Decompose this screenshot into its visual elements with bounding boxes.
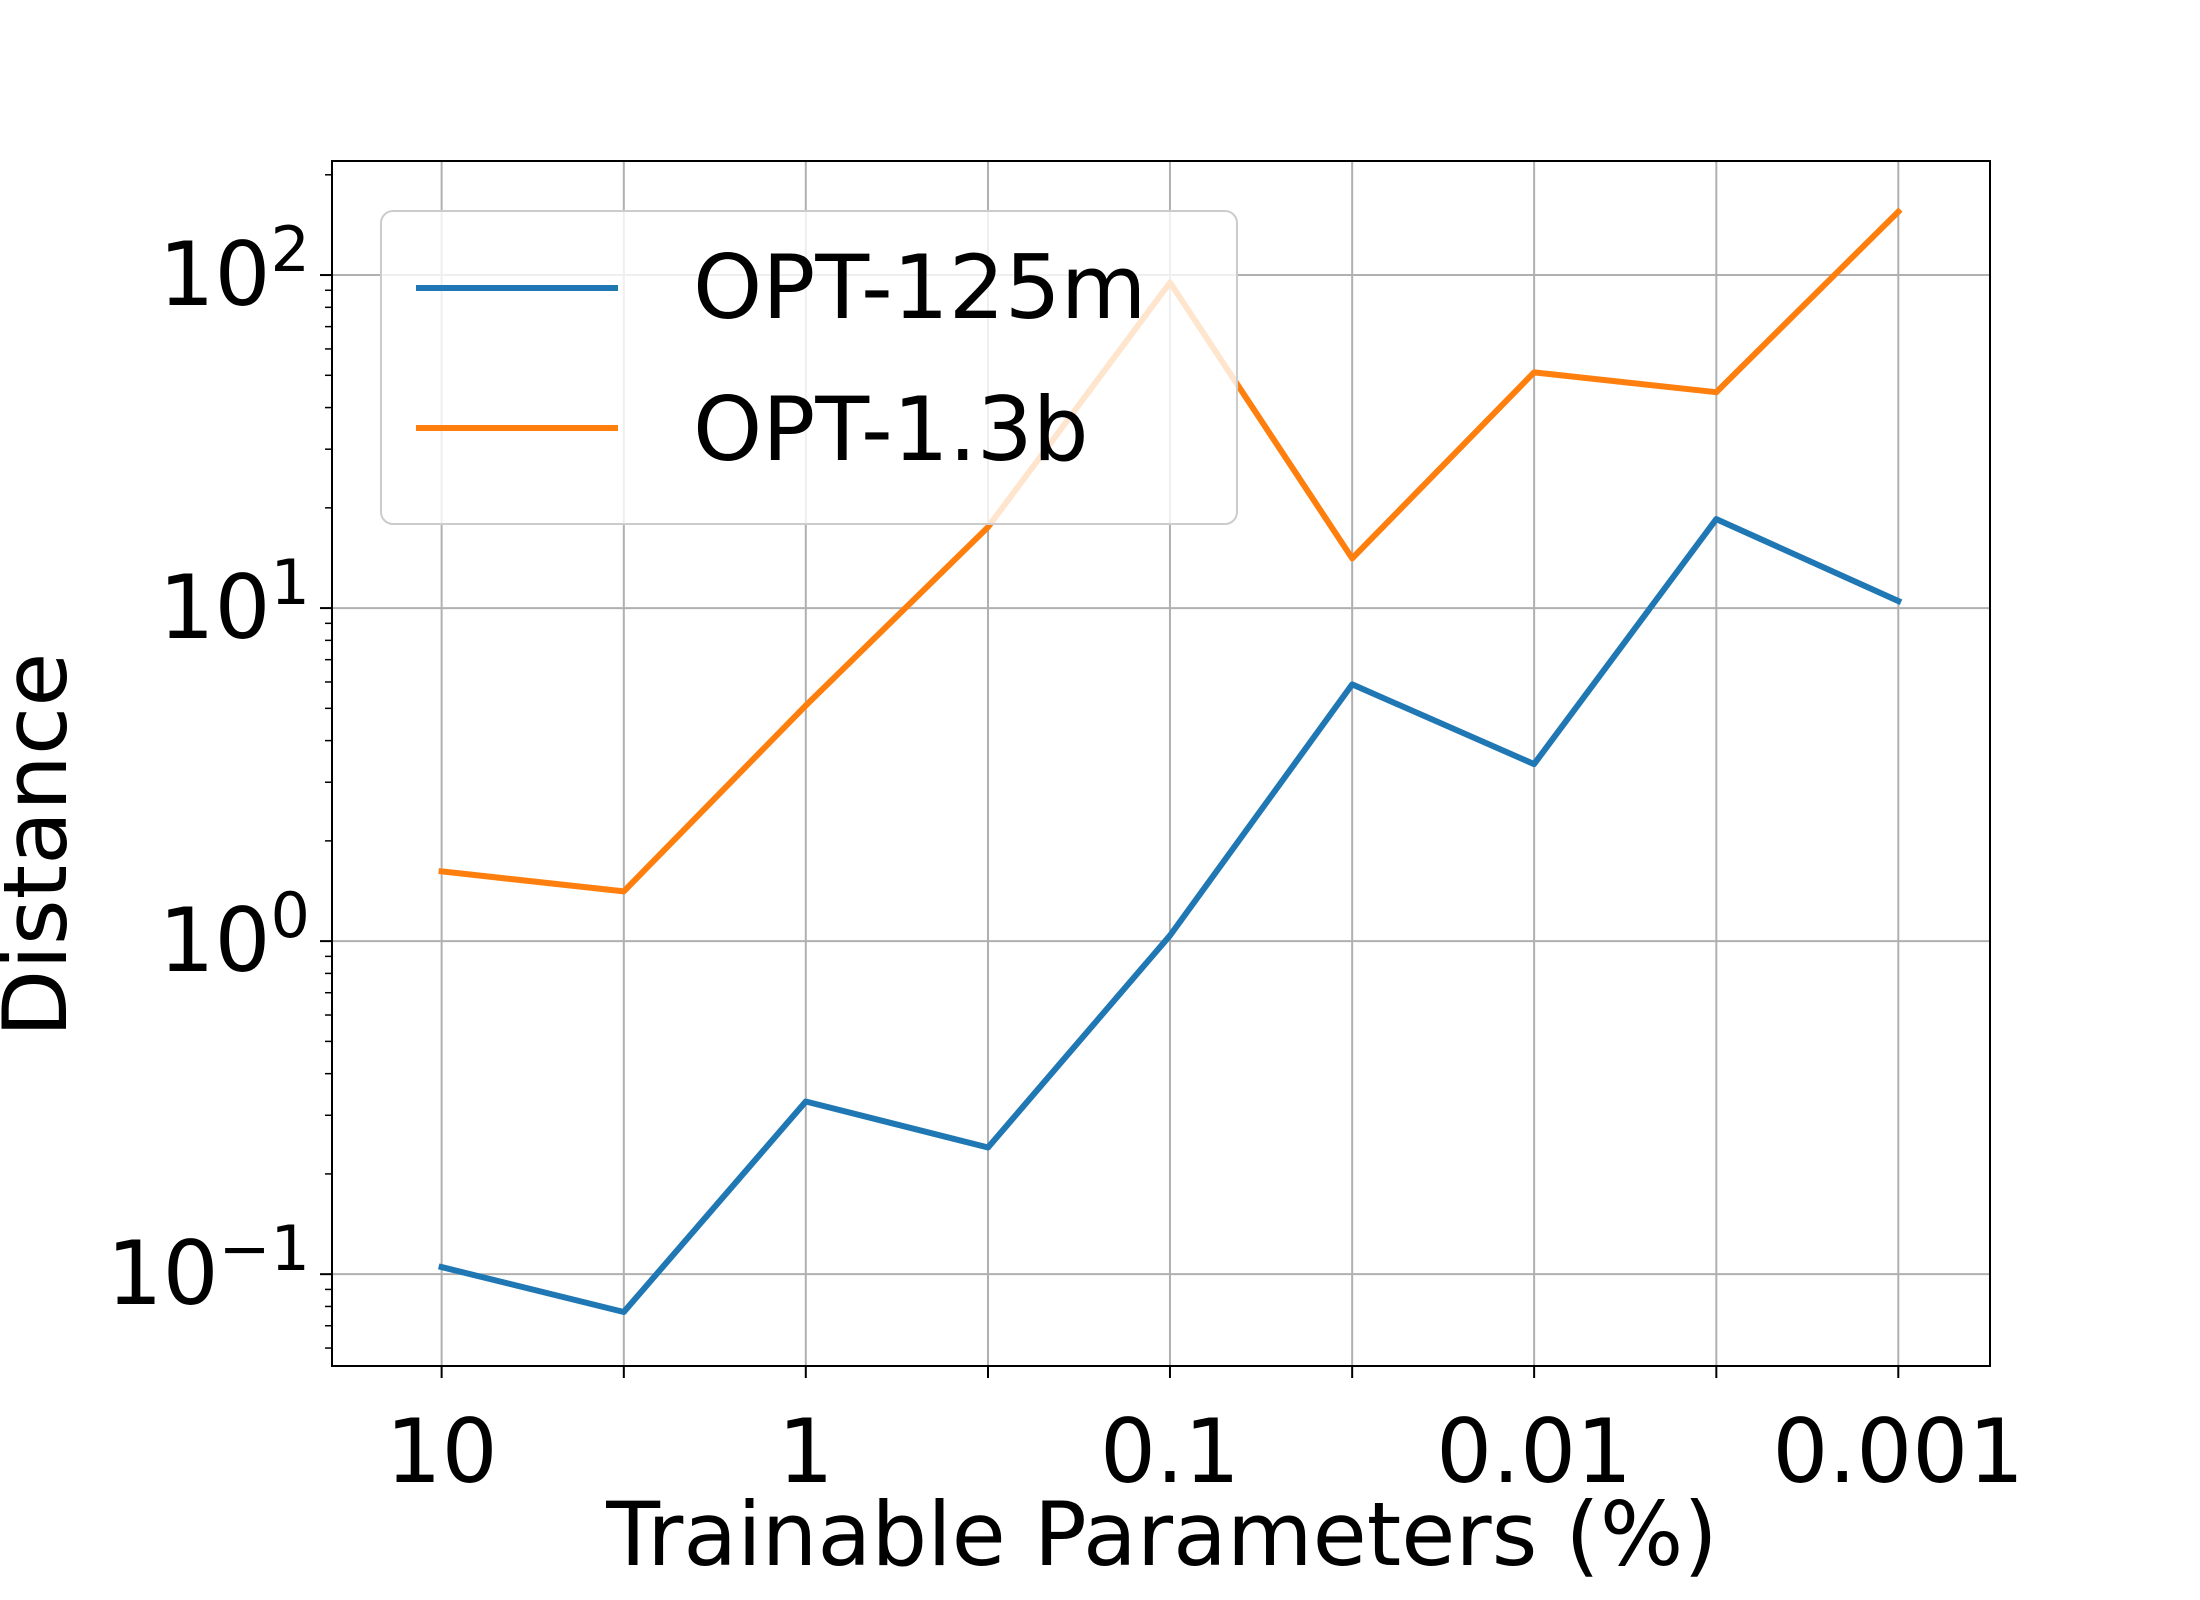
y-tick-exponent: −1 [219,1212,310,1285]
x-tick-label: 10 [386,1400,498,1503]
plot-frame [331,160,1991,1367]
y-tick-label: 10−1 [107,1212,310,1325]
y-tick-exponent: 0 [271,879,310,952]
legend-label-opt-1-3b: OPT-1.3b [693,378,1089,481]
x-tick-label: 1 [778,1400,834,1503]
x-tick-label: 0.1 [1100,1400,1240,1503]
x-axis-label: Trainable Parameters (%) [605,1483,1717,1586]
legend-label-opt-125m: OPT-125m [693,236,1146,339]
x-tick-label: 0.01 [1436,1400,1632,1503]
legend: OPT-125m OPT-1.3b [380,210,1238,525]
y-tick-exponent: 1 [271,546,310,619]
y-axis-label: Distance [0,653,87,1038]
y-tick-exponent: 2 [271,213,310,286]
series-line-opt-125m [437,516,1903,1315]
y-tick-label: 100 [159,879,310,992]
y-tick-label: 101 [159,546,310,659]
y-tick-label: 102 [159,213,310,326]
x-tick-label: 0.001 [1772,1400,2024,1503]
